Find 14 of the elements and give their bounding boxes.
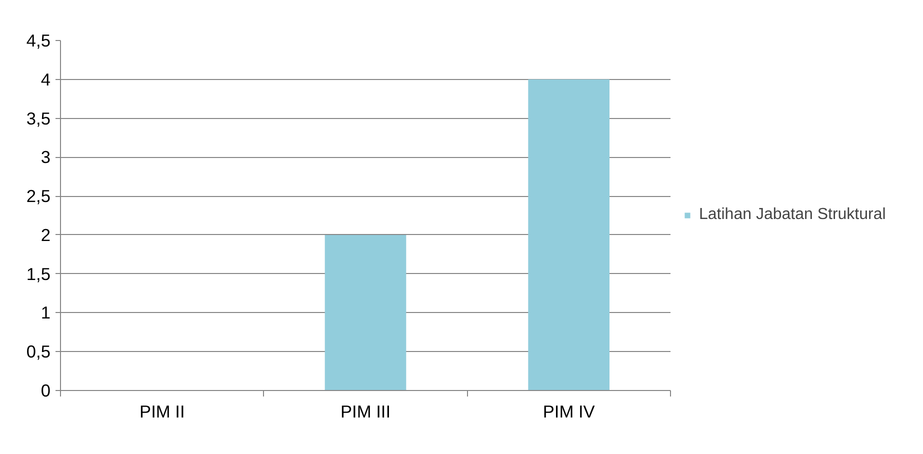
x-tick-label: PIM IV <box>542 402 596 422</box>
y-tick-label: 3 <box>40 147 51 168</box>
legend-label: Latihan Jabatan Struktural <box>699 206 886 224</box>
x-tick-label: PIM II <box>140 402 185 422</box>
x-tick-label: PIM III <box>340 402 391 422</box>
y-tick-label: 2 <box>40 224 51 245</box>
y-tick-label: 4 <box>40 69 51 90</box>
y-tick-label: 1,5 <box>26 264 51 284</box>
y-tick-label: 1 <box>40 302 51 323</box>
y-tick-label: 4,5 <box>26 30 51 50</box>
y-tick-label: 3,5 <box>26 108 51 128</box>
y-tick-label: 0,5 <box>26 342 51 362</box>
y-tick-label: 2,5 <box>26 186 51 206</box>
y-tick-label: 0 <box>40 380 51 400</box>
